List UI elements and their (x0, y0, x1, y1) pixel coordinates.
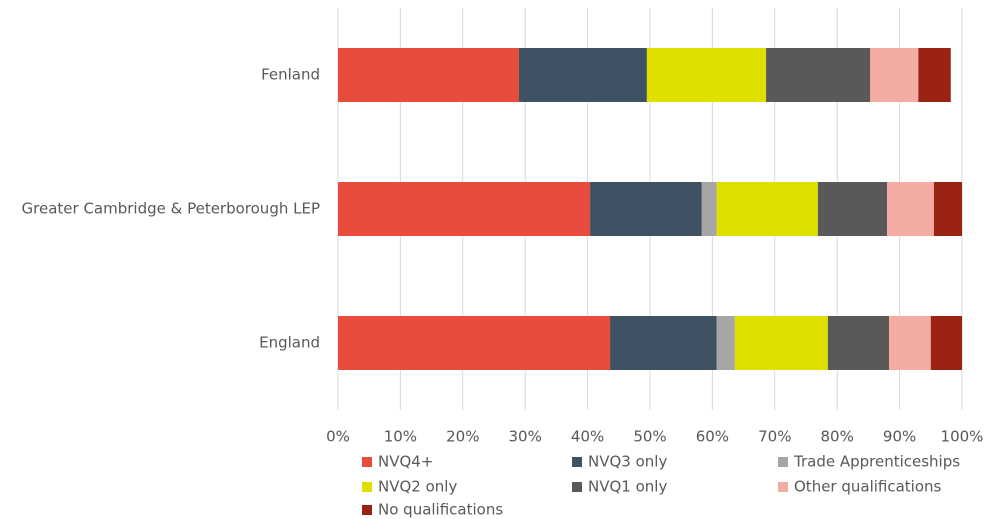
bar-segment (338, 48, 519, 102)
x-tick-label: 80% (821, 428, 854, 446)
legend-label: NVQ3 only (588, 453, 667, 471)
x-tick-label: 10% (384, 428, 417, 446)
bar-segment (870, 48, 919, 102)
bar-segment (918, 48, 951, 102)
bar-segment (734, 316, 828, 370)
legend-swatch (362, 482, 372, 492)
bar-segment (338, 316, 611, 370)
bar-segment (338, 182, 591, 236)
x-tick-label: 100% (941, 428, 984, 446)
x-tick-label: 20% (446, 428, 479, 446)
legend-swatch (778, 482, 788, 492)
x-tick-label: 90% (883, 428, 916, 446)
legend-label: No qualifications (378, 501, 503, 519)
x-tick-label: 70% (758, 428, 791, 446)
legend-label: NVQ4+ (378, 453, 433, 471)
x-tick-label: 50% (633, 428, 666, 446)
x-tick-label: 40% (571, 428, 604, 446)
bar-segment (646, 48, 767, 102)
bar-segment (827, 316, 889, 370)
bar-segment (716, 182, 818, 236)
legend-swatch (362, 505, 372, 515)
legend-label: Trade Apprenticeships (793, 453, 960, 471)
y-tick-label: Fenland (261, 66, 320, 84)
bar-segment (716, 316, 735, 370)
bar-segment (610, 316, 717, 370)
bar-segment (887, 182, 934, 236)
legend-swatch (778, 457, 788, 467)
legend-swatch (572, 457, 582, 467)
bar-segment (930, 316, 962, 370)
bar-segment (590, 182, 702, 236)
bar-segment (888, 316, 931, 370)
y-tick-label: England (259, 334, 320, 352)
legend-swatch (572, 482, 582, 492)
legend-label: NVQ1 only (588, 478, 667, 496)
x-tick-label: 0% (326, 428, 350, 446)
bar-segment (701, 182, 717, 236)
bar-segment (933, 182, 962, 236)
bar-segment (518, 48, 647, 102)
x-tick-label: 30% (509, 428, 542, 446)
legend-label: NVQ2 only (378, 478, 457, 496)
x-tick-label: 60% (696, 428, 729, 446)
bar-segment (766, 48, 871, 102)
y-tick-label: Greater Cambridge & Peterborough LEP (22, 200, 320, 218)
legend-swatch (362, 457, 372, 467)
bar-segment (817, 182, 888, 236)
legend-label: Other qualifications (794, 478, 942, 496)
